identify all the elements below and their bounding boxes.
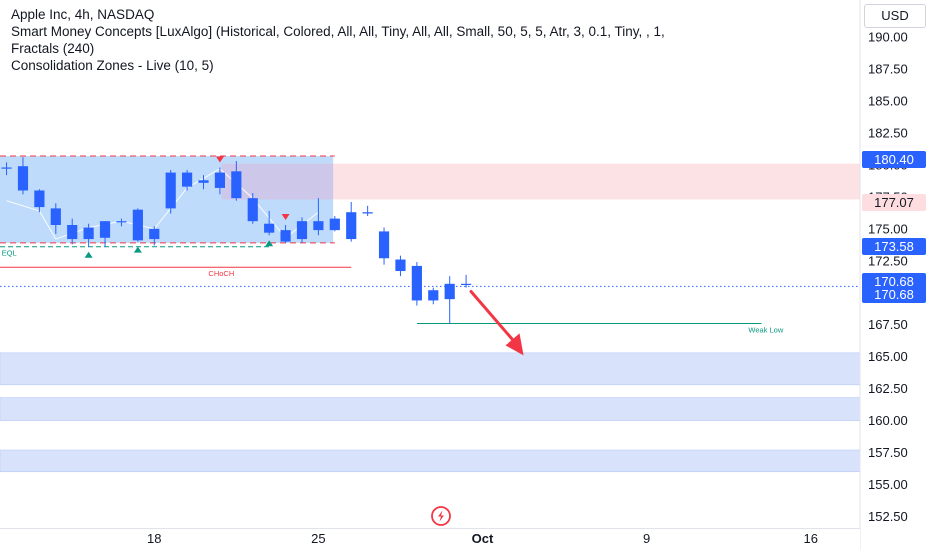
candle-body-18 <box>296 221 308 240</box>
x-tick-label-1: 25 <box>311 531 325 546</box>
x-tick-label-4: 16 <box>804 531 818 546</box>
x-tick-label-0: 18 <box>147 531 161 546</box>
choch-label: CHoCH <box>208 269 234 278</box>
price-tag-1: 177.07 <box>862 193 926 211</box>
candle-body-5 <box>83 227 94 240</box>
demand-zone-2 <box>0 352 861 386</box>
y-tick-label-2: 185.00 <box>868 93 908 108</box>
down-arrow-head <box>505 333 524 356</box>
y-tick-label-7: 172.50 <box>868 253 908 268</box>
zones-layer <box>0 155 861 473</box>
price-tag-3: 170.68 <box>862 272 926 290</box>
candle-body-21 <box>346 212 357 240</box>
down-arrow-shaft <box>469 289 520 347</box>
price-tag-4: 170.68 <box>862 285 926 303</box>
y-tick-label-3: 182.50 <box>868 125 908 140</box>
price-tag-0: 180.40 <box>862 151 926 169</box>
tradingview-logo-icon <box>431 506 451 526</box>
demand-zone-4 <box>0 449 861 473</box>
candle-body-26 <box>428 290 439 301</box>
candle-body-22 <box>362 212 373 214</box>
x-tick-label-3: 9 <box>643 531 650 546</box>
candle-body-0 <box>1 167 12 169</box>
candle-body-16 <box>264 223 275 233</box>
candle-body-25 <box>411 265 422 301</box>
candle-body-15 <box>247 198 258 222</box>
chart-legend: Apple Inc, 4h, NASDAQ Smart Money Concep… <box>11 6 861 74</box>
candle-body-6 <box>99 221 111 238</box>
y-tick-label-10: 165.00 <box>868 349 908 364</box>
time-axis: 18 25 Oct 9 16 <box>0 528 860 550</box>
weak-low-label: Weak Low <box>748 325 783 334</box>
candles-layer <box>1 157 472 324</box>
candle-body-17 <box>280 230 291 242</box>
price-tag-2: 173.58 <box>862 238 926 256</box>
y-tick-label-15: 152.50 <box>868 509 908 524</box>
candle-body-11 <box>182 172 193 187</box>
y-tick-label-6: 175.00 <box>868 221 908 236</box>
fractal-down-marker-2 <box>265 240 274 247</box>
candle-body-2 <box>34 190 45 208</box>
candle-body-28 <box>461 283 472 286</box>
fractal-down-marker-1 <box>133 246 142 253</box>
y-tick-label-14: 155.00 <box>868 477 908 492</box>
y-tick-label-12: 160.00 <box>868 413 908 428</box>
legend-fractals[interactable]: Fractals (240) <box>11 41 95 56</box>
lines-layer: EQL CHoCH Weak Low <box>0 155 860 334</box>
candle-body-4 <box>67 225 78 240</box>
legend-smc-indicator[interactable]: Smart Money Concepts [LuxAlgo] (Historic… <box>11 24 665 39</box>
candle-body-14 <box>231 171 242 199</box>
time-axis-bg <box>0 528 860 550</box>
legend-symbol[interactable]: Apple Inc, 4h, NASDAQ <box>11 7 155 22</box>
y-tick-label-13: 157.50 <box>868 445 908 460</box>
candle-body-7 <box>116 221 127 223</box>
candle-body-1 <box>17 166 29 191</box>
candle-body-9 <box>149 228 160 240</box>
y-tick-label-11: 162.50 <box>868 381 908 396</box>
currency-button[interactable]: USD <box>864 4 926 28</box>
fractal-up-marker-1 <box>281 214 290 221</box>
legend-consolidation-zones[interactable]: Consolidation Zones - Live (10, 5) <box>11 58 214 73</box>
candle-body-24 <box>395 259 406 272</box>
y-tick-label-9: 167.50 <box>868 317 908 332</box>
candle-body-20 <box>329 218 340 231</box>
demand-zone-3 <box>0 397 861 421</box>
x-tick-label-2: Oct <box>472 531 494 546</box>
candle-body-8 <box>132 209 143 241</box>
candle-body-12 <box>198 180 209 183</box>
candle-body-10 <box>165 172 176 209</box>
candle-body-23 <box>378 231 390 259</box>
candle-body-27 <box>444 283 455 300</box>
candle-body-3 <box>50 208 61 226</box>
candle-body-19 <box>313 221 324 231</box>
markers-layer <box>84 156 524 356</box>
fractal-down-marker-0 <box>84 251 93 258</box>
y-tick-label-1: 187.50 <box>868 62 908 77</box>
y-tick-label-0: 190.00 <box>868 30 908 45</box>
eql-label: EQL <box>2 249 17 258</box>
candle-body-13 <box>214 172 226 188</box>
fractal-up-marker-0 <box>215 156 224 163</box>
